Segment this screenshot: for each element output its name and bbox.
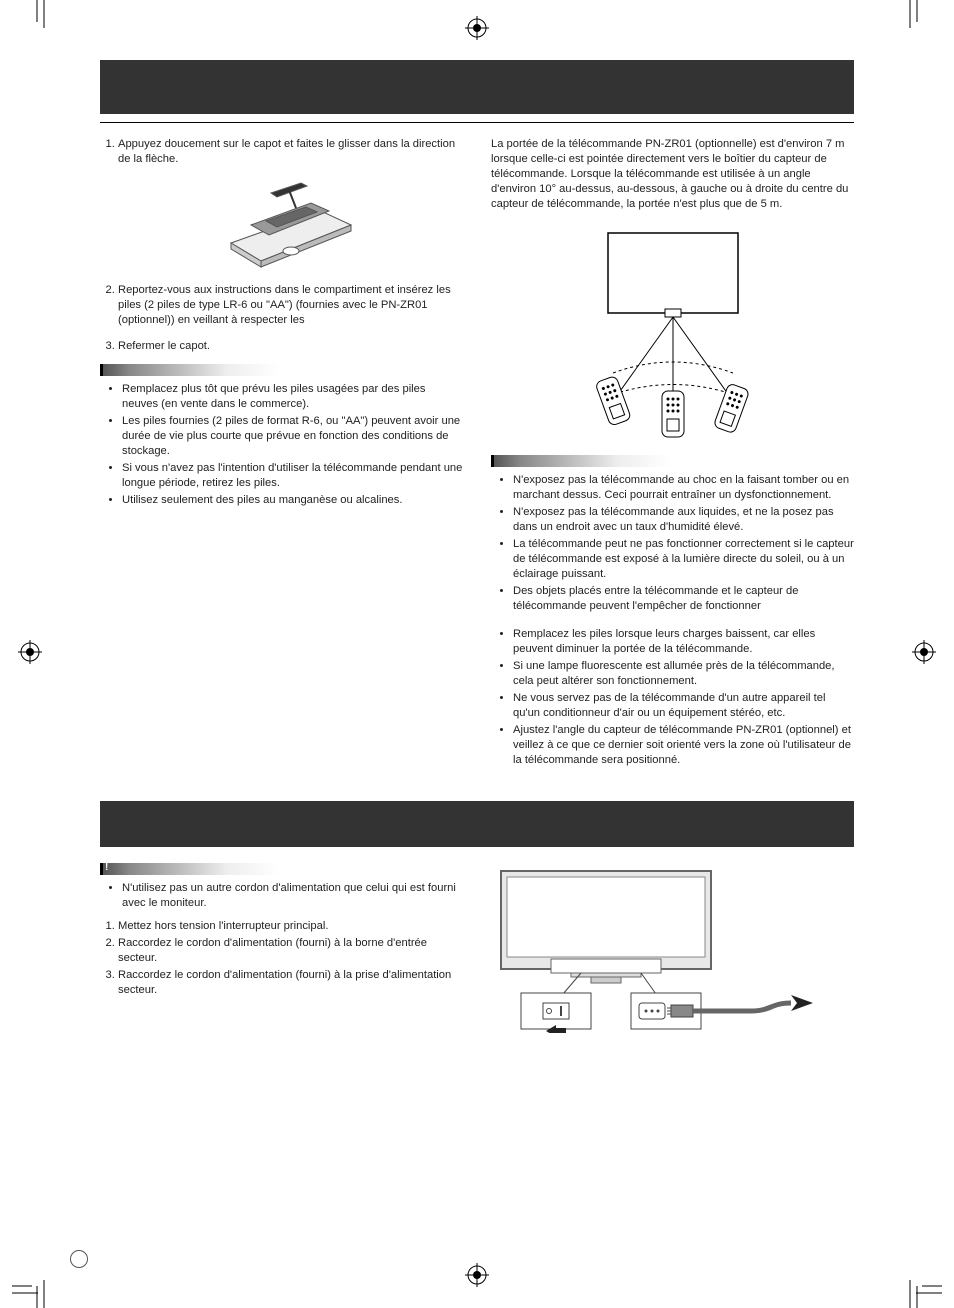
battery-step-2: Reportez-vous aux instructions dans le c… <box>118 283 463 328</box>
page-number-circle <box>70 1250 88 1268</box>
remote-tips-b: Remplacez les piles lorsque leurs charge… <box>495 627 854 769</box>
battery-step-1: Appuyez doucement sur le capot et faites… <box>118 137 463 273</box>
power-step-3: Raccordez le cordon d'alimentation (four… <box>118 968 463 998</box>
crop-mark-tl <box>12 0 52 40</box>
power-step-1: Mettez hors tension l'interrupteur princ… <box>118 919 463 934</box>
section2-left-col: ! N'utilisez pas un autre cordon d'alime… <box>100 863 463 1038</box>
remote-tip-a1: N'exposez pas la télécommande au choc en… <box>513 473 854 503</box>
section1-right-col: La portée de la télécommande PN-ZR01 (op… <box>491 137 854 771</box>
section1-columns: Appuyez doucement sur le capot et faites… <box>100 137 854 771</box>
section-header-bar-2 <box>100 801 854 847</box>
power-step-2: Raccordez le cordon d'alimentation (four… <box>118 936 463 966</box>
registration-mark-top <box>465 16 489 45</box>
remote-tip-b4: Ajustez l'angle du capteur de télécomman… <box>513 723 854 768</box>
battery-steps: Appuyez doucement sur le capot et faites… <box>100 137 463 354</box>
remote-battery-illustration <box>211 173 371 273</box>
power-steps: Mettez hors tension l'interrupteur princ… <box>100 919 463 999</box>
crop-mark-bl <box>12 1268 52 1308</box>
crop-mark-br <box>902 1268 942 1308</box>
power-warning: N'utilisez pas un autre cordon d'aliment… <box>122 881 463 911</box>
remote-tip-b1: Remplacez les piles lorsque leurs charge… <box>513 627 854 657</box>
power-warning-list: N'utilisez pas un autre cordon d'aliment… <box>104 881 463 911</box>
battery-tip-1: Remplacez plus tôt que prévu les piles u… <box>122 382 463 412</box>
section-header-bar-1 <box>100 60 854 114</box>
section1-left-col: Appuyez doucement sur le capot et faites… <box>100 137 463 771</box>
crop-mark-tr <box>902 0 942 40</box>
battery-step-1-text: Appuyez doucement sur le capot et faites… <box>118 138 455 165</box>
registration-mark-bottom <box>465 1263 489 1292</box>
warning-label: ! <box>100 863 280 875</box>
page-content: Appuyez doucement sur le capot et faites… <box>100 60 854 1038</box>
remote-tip-b2: Si une lampe fluorescente est allumée pr… <box>513 659 854 689</box>
registration-mark-left <box>18 640 42 669</box>
battery-step-3-text: Refermer le capot. <box>118 340 210 352</box>
remote-range-illustration <box>553 223 793 443</box>
registration-mark-right <box>912 640 936 669</box>
battery-tip-2: Les piles fournies (2 piles de format R-… <box>122 414 463 459</box>
tips-label-left <box>100 364 280 376</box>
battery-step-3: Refermer le capot. <box>118 339 463 354</box>
section-rule-1 <box>100 122 854 123</box>
remote-tip-b3: Ne vous servez pas de la télécommande d'… <box>513 691 854 721</box>
section2-columns: ! N'utilisez pas un autre cordon d'alime… <box>100 863 854 1038</box>
remote-range-intro: La portée de la télécommande PN-ZR01 (op… <box>491 137 854 213</box>
power-connection-illustration <box>491 863 831 1033</box>
remote-tip-a3: La télécommande peut ne pas fonctionner … <box>513 537 854 582</box>
section2-right-col <box>491 863 854 1038</box>
remote-tip-a4: Des objets placés entre la télécommande … <box>513 584 854 614</box>
battery-tips: Remplacez plus tôt que prévu les piles u… <box>104 382 463 509</box>
tips-label-right <box>491 455 671 467</box>
battery-tip-3: Si vous n'avez pas l'intention d'utilise… <box>122 461 463 491</box>
remote-tip-a2: N'exposez pas la télécommande aux liquid… <box>513 505 854 535</box>
remote-tips-a: N'exposez pas la télécommande au choc en… <box>495 473 854 615</box>
battery-tip-4: Utilisez seulement des piles au manganès… <box>122 493 463 508</box>
battery-step-2-text: Reportez-vous aux instructions dans le c… <box>118 284 451 326</box>
exclamation-icon: ! <box>105 862 108 873</box>
